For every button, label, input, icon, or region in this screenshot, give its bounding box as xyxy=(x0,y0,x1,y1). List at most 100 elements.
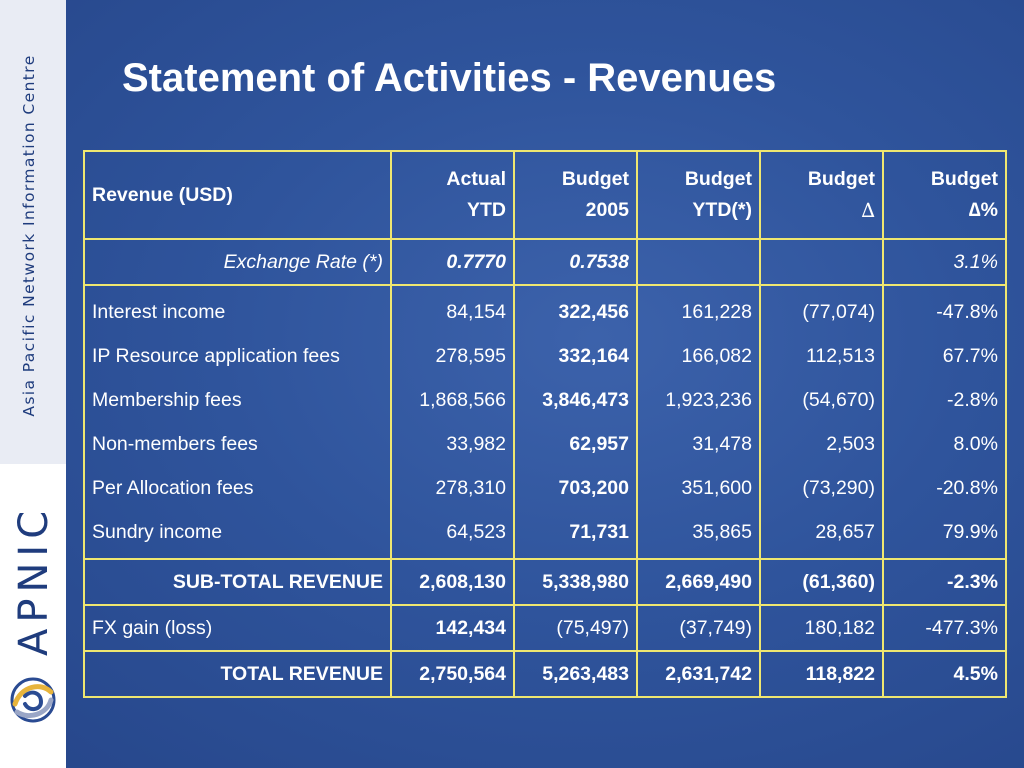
header-budget-2005: Budget 2005 xyxy=(513,150,638,240)
cell-budget-ytd: 31,478 xyxy=(636,422,761,466)
header-budget-ytd: Budget YTD(*) xyxy=(636,150,761,240)
cell-budget-delta-pct: -20.8% xyxy=(882,466,1007,510)
cell-budget-2005: 5,338,980 xyxy=(513,558,638,606)
cell-budget-delta-pct: 79.9% xyxy=(882,510,1007,559)
cell-value: 703,200 xyxy=(558,476,630,499)
header-line: 2005 xyxy=(585,199,629,221)
cell-budget-ytd: 1,923,236 xyxy=(636,378,761,422)
cell-value: 322,456 xyxy=(558,300,630,323)
cell-budget-delta xyxy=(759,238,884,286)
cell-actual-ytd: 278,595 xyxy=(390,334,515,378)
cell-value: 142,434 xyxy=(435,616,507,639)
header-line: Budget xyxy=(930,168,998,190)
cell-budget-delta: (54,670) xyxy=(759,378,884,422)
cell-budget-ytd: 351,600 xyxy=(636,466,761,510)
row-label: Exchange Rate (*) xyxy=(83,238,392,286)
header-line: Budget xyxy=(807,167,875,190)
header-line: ∆% xyxy=(968,199,998,221)
cell-budget-ytd xyxy=(636,238,761,286)
cell-budget-2005: 71,731 xyxy=(513,510,638,559)
cell-value: 0.7770 xyxy=(446,250,506,273)
header-line: Actual xyxy=(446,168,506,190)
cell-budget-ytd: 161,228 xyxy=(636,285,761,334)
cell-budget-ytd: 166,082 xyxy=(636,334,761,378)
cell-actual-ytd: 33,982 xyxy=(390,422,515,466)
cell-budget-2005: 322,456 xyxy=(513,285,638,334)
cell-value: 62,957 xyxy=(569,432,629,455)
cell-value: 3,846,473 xyxy=(542,388,629,411)
header-budget-delta-pct: Budget ∆% xyxy=(882,150,1007,240)
subtotal-row: SUB-TOTAL REVENUE 2,608,130 5,338,980 2,… xyxy=(83,558,1007,606)
cell-budget-delta-pct: -477.3% xyxy=(882,604,1007,652)
cell-budget-2005: 62,957 xyxy=(513,422,638,466)
cell-actual-ytd: 64,523 xyxy=(390,510,515,559)
cell-budget-delta: (77,074) xyxy=(759,285,884,334)
cell-budget-ytd: 35,865 xyxy=(636,510,761,559)
apnic-logo-icon xyxy=(10,677,56,723)
row-label: Per Allocation fees xyxy=(83,466,392,510)
row-label: SUB-TOTAL REVENUE xyxy=(83,558,392,606)
brand-wordmark: APNIC xyxy=(11,504,57,656)
cell-actual-ytd: 0.7770 xyxy=(390,238,515,286)
cell-actual-ytd: 2,608,130 xyxy=(390,558,515,606)
cell-actual-ytd: 142,434 xyxy=(390,604,515,652)
cell-budget-delta-pct: 4.5% xyxy=(882,650,1007,698)
cell-budget-delta: 112,513 xyxy=(759,334,884,378)
cell-budget-delta-pct: 8.0% xyxy=(882,422,1007,466)
sidebar: Asia Pacific Network Information Centre … xyxy=(0,0,66,768)
cell-budget-delta-pct: 67.7% xyxy=(882,334,1007,378)
cell-actual-ytd: 1,868,566 xyxy=(390,378,515,422)
row-label: Sundry income xyxy=(83,510,392,559)
header-category: Revenue (USD) xyxy=(83,150,392,240)
cell-budget-delta: 118,822 xyxy=(759,650,884,698)
cell-budget-delta: 28,657 xyxy=(759,510,884,559)
cell-budget-ytd: 2,669,490 xyxy=(636,558,761,606)
total-row: TOTAL REVENUE 2,750,564 5,263,483 2,631,… xyxy=(83,650,1007,698)
table-row: IP Resource application fees 278,595 332… xyxy=(83,334,1007,378)
table-row: Per Allocation fees 278,310 703,200 351,… xyxy=(83,466,1007,510)
cell-actual-ytd: 84,154 xyxy=(390,285,515,334)
cell-budget-delta: 2,503 xyxy=(759,422,884,466)
header-line: ∆ xyxy=(861,198,875,222)
slide-title: Statement of Activities - Revenues xyxy=(122,56,777,100)
table-row: Interest income 84,154 322,456 161,228 (… xyxy=(83,285,1007,334)
cell-value: 0.7538 xyxy=(569,250,629,273)
table-row: Sundry income 64,523 71,731 35,865 28,65… xyxy=(83,510,1007,559)
cell-budget-delta-pct: 3.1% xyxy=(882,238,1007,286)
header-actual-ytd: Actual YTD xyxy=(390,150,515,240)
cell-budget-delta: 180,182 xyxy=(759,604,884,652)
fx-gain-row: FX gain (loss) 142,434 (75,497) (37,749)… xyxy=(83,604,1007,652)
header-budget-delta: Budget ∆ xyxy=(759,150,884,240)
row-label: TOTAL REVENUE xyxy=(83,650,392,698)
cell-value: 71,731 xyxy=(569,520,629,543)
cell-budget-2005: 3,846,473 xyxy=(513,378,638,422)
table-row: Non-members fees 33,982 62,957 31,478 2,… xyxy=(83,422,1007,466)
table-row: Membership fees 1,868,566 3,846,473 1,92… xyxy=(83,378,1007,422)
table-header-row: Revenue (USD) Actual YTD Budget 2005 Budge… xyxy=(83,150,1007,240)
header-line: YTD xyxy=(467,199,506,221)
cell-budget-delta: (73,290) xyxy=(759,466,884,510)
cell-budget-delta-pct: -2.3% xyxy=(882,558,1007,606)
header-line: YTD(*) xyxy=(692,199,752,221)
revenue-table: Revenue (USD) Actual YTD Budget 2005 Budge… xyxy=(83,150,1007,698)
row-label: FX gain (loss) xyxy=(83,604,392,652)
row-label: Non-members fees xyxy=(83,422,392,466)
row-label: Interest income xyxy=(83,285,392,334)
cell-value: 332,164 xyxy=(558,344,630,367)
header-line: Budget xyxy=(561,168,629,190)
row-label: Membership fees xyxy=(83,378,392,422)
cell-budget-2005: 703,200 xyxy=(513,466,638,510)
header-line: Budget xyxy=(684,168,752,190)
cell-actual-ytd: 2,750,564 xyxy=(390,650,515,698)
cell-budget-delta-pct: -2.8% xyxy=(882,378,1007,422)
cell-budget-delta-pct: -47.8% xyxy=(882,285,1007,334)
cell-budget-2005: (75,497) xyxy=(513,604,638,652)
cell-actual-ytd: 278,310 xyxy=(390,466,515,510)
cell-budget-ytd: 2,631,742 xyxy=(636,650,761,698)
exchange-rate-row: Exchange Rate (*) 0.7770 0.7538 3.1% xyxy=(83,238,1007,286)
row-label: IP Resource application fees xyxy=(83,334,392,378)
cell-budget-2005: 0.7538 xyxy=(513,238,638,286)
organization-name: Asia Pacific Network Information Centre xyxy=(20,54,38,417)
cell-budget-2005: 332,164 xyxy=(513,334,638,378)
cell-budget-2005: 5,263,483 xyxy=(513,650,638,698)
